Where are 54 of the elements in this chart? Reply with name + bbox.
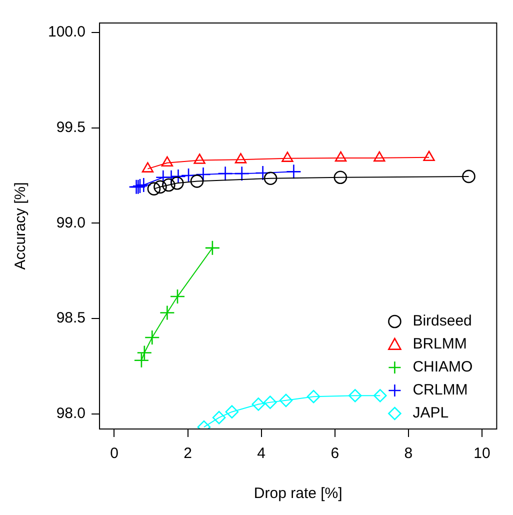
- x-tick-label: 8: [404, 445, 413, 462]
- legend-label: CRLMM: [412, 382, 468, 399]
- point: [144, 330, 160, 346]
- point: [282, 152, 294, 162]
- point: [264, 172, 278, 185]
- point: [286, 164, 302, 180]
- point: [334, 170, 348, 184]
- y-tick-label: 99.5: [56, 118, 86, 136]
- point: [306, 390, 320, 404]
- legend-label: CHIAMO: [412, 358, 473, 376]
- point: [218, 166, 233, 182]
- point: [423, 150, 435, 162]
- point: [134, 352, 150, 368]
- point: [154, 180, 167, 194]
- point: [160, 305, 175, 320]
- point: [279, 394, 293, 408]
- point: [373, 388, 387, 402]
- legend-label: BRLMM: [412, 336, 467, 353]
- y-tick-label: 99.0: [56, 214, 86, 232]
- point: [374, 151, 386, 162]
- point: [170, 176, 184, 190]
- point: [334, 151, 347, 162]
- point: [170, 168, 186, 184]
- point: [147, 182, 161, 196]
- point: [204, 240, 220, 256]
- point: [196, 166, 211, 182]
- x-axis-title: Drop rate [%]: [254, 485, 342, 502]
- point: [194, 154, 206, 164]
- point: [190, 174, 204, 188]
- y-tick-label: 98.5: [56, 310, 86, 327]
- point: [255, 165, 270, 181]
- y-tick-label: 100.0: [48, 24, 86, 41]
- point: [234, 153, 247, 164]
- x-tick-label: 0: [110, 445, 118, 462]
- point: [462, 170, 476, 184]
- point: [264, 396, 277, 409]
- point: [212, 410, 226, 424]
- point: [234, 166, 250, 182]
- point: [170, 288, 186, 304]
- y-tick-label: 98.0: [56, 404, 86, 422]
- y-axis-title: Accuracy [%]: [12, 182, 30, 270]
- x-tick-label: 6: [330, 445, 340, 462]
- point: [348, 388, 362, 402]
- point: [225, 405, 239, 418]
- point: [162, 178, 176, 192]
- point: [142, 162, 154, 172]
- x-tick-label: 10: [474, 445, 490, 462]
- legend-label: Birdseed: [412, 312, 472, 330]
- legend-label: JAPL: [412, 404, 449, 422]
- point: [180, 168, 196, 184]
- point: [161, 156, 174, 167]
- x-tick-label: 2: [184, 445, 192, 462]
- point: [252, 398, 266, 411]
- x-tick-label: 4: [257, 445, 266, 462]
